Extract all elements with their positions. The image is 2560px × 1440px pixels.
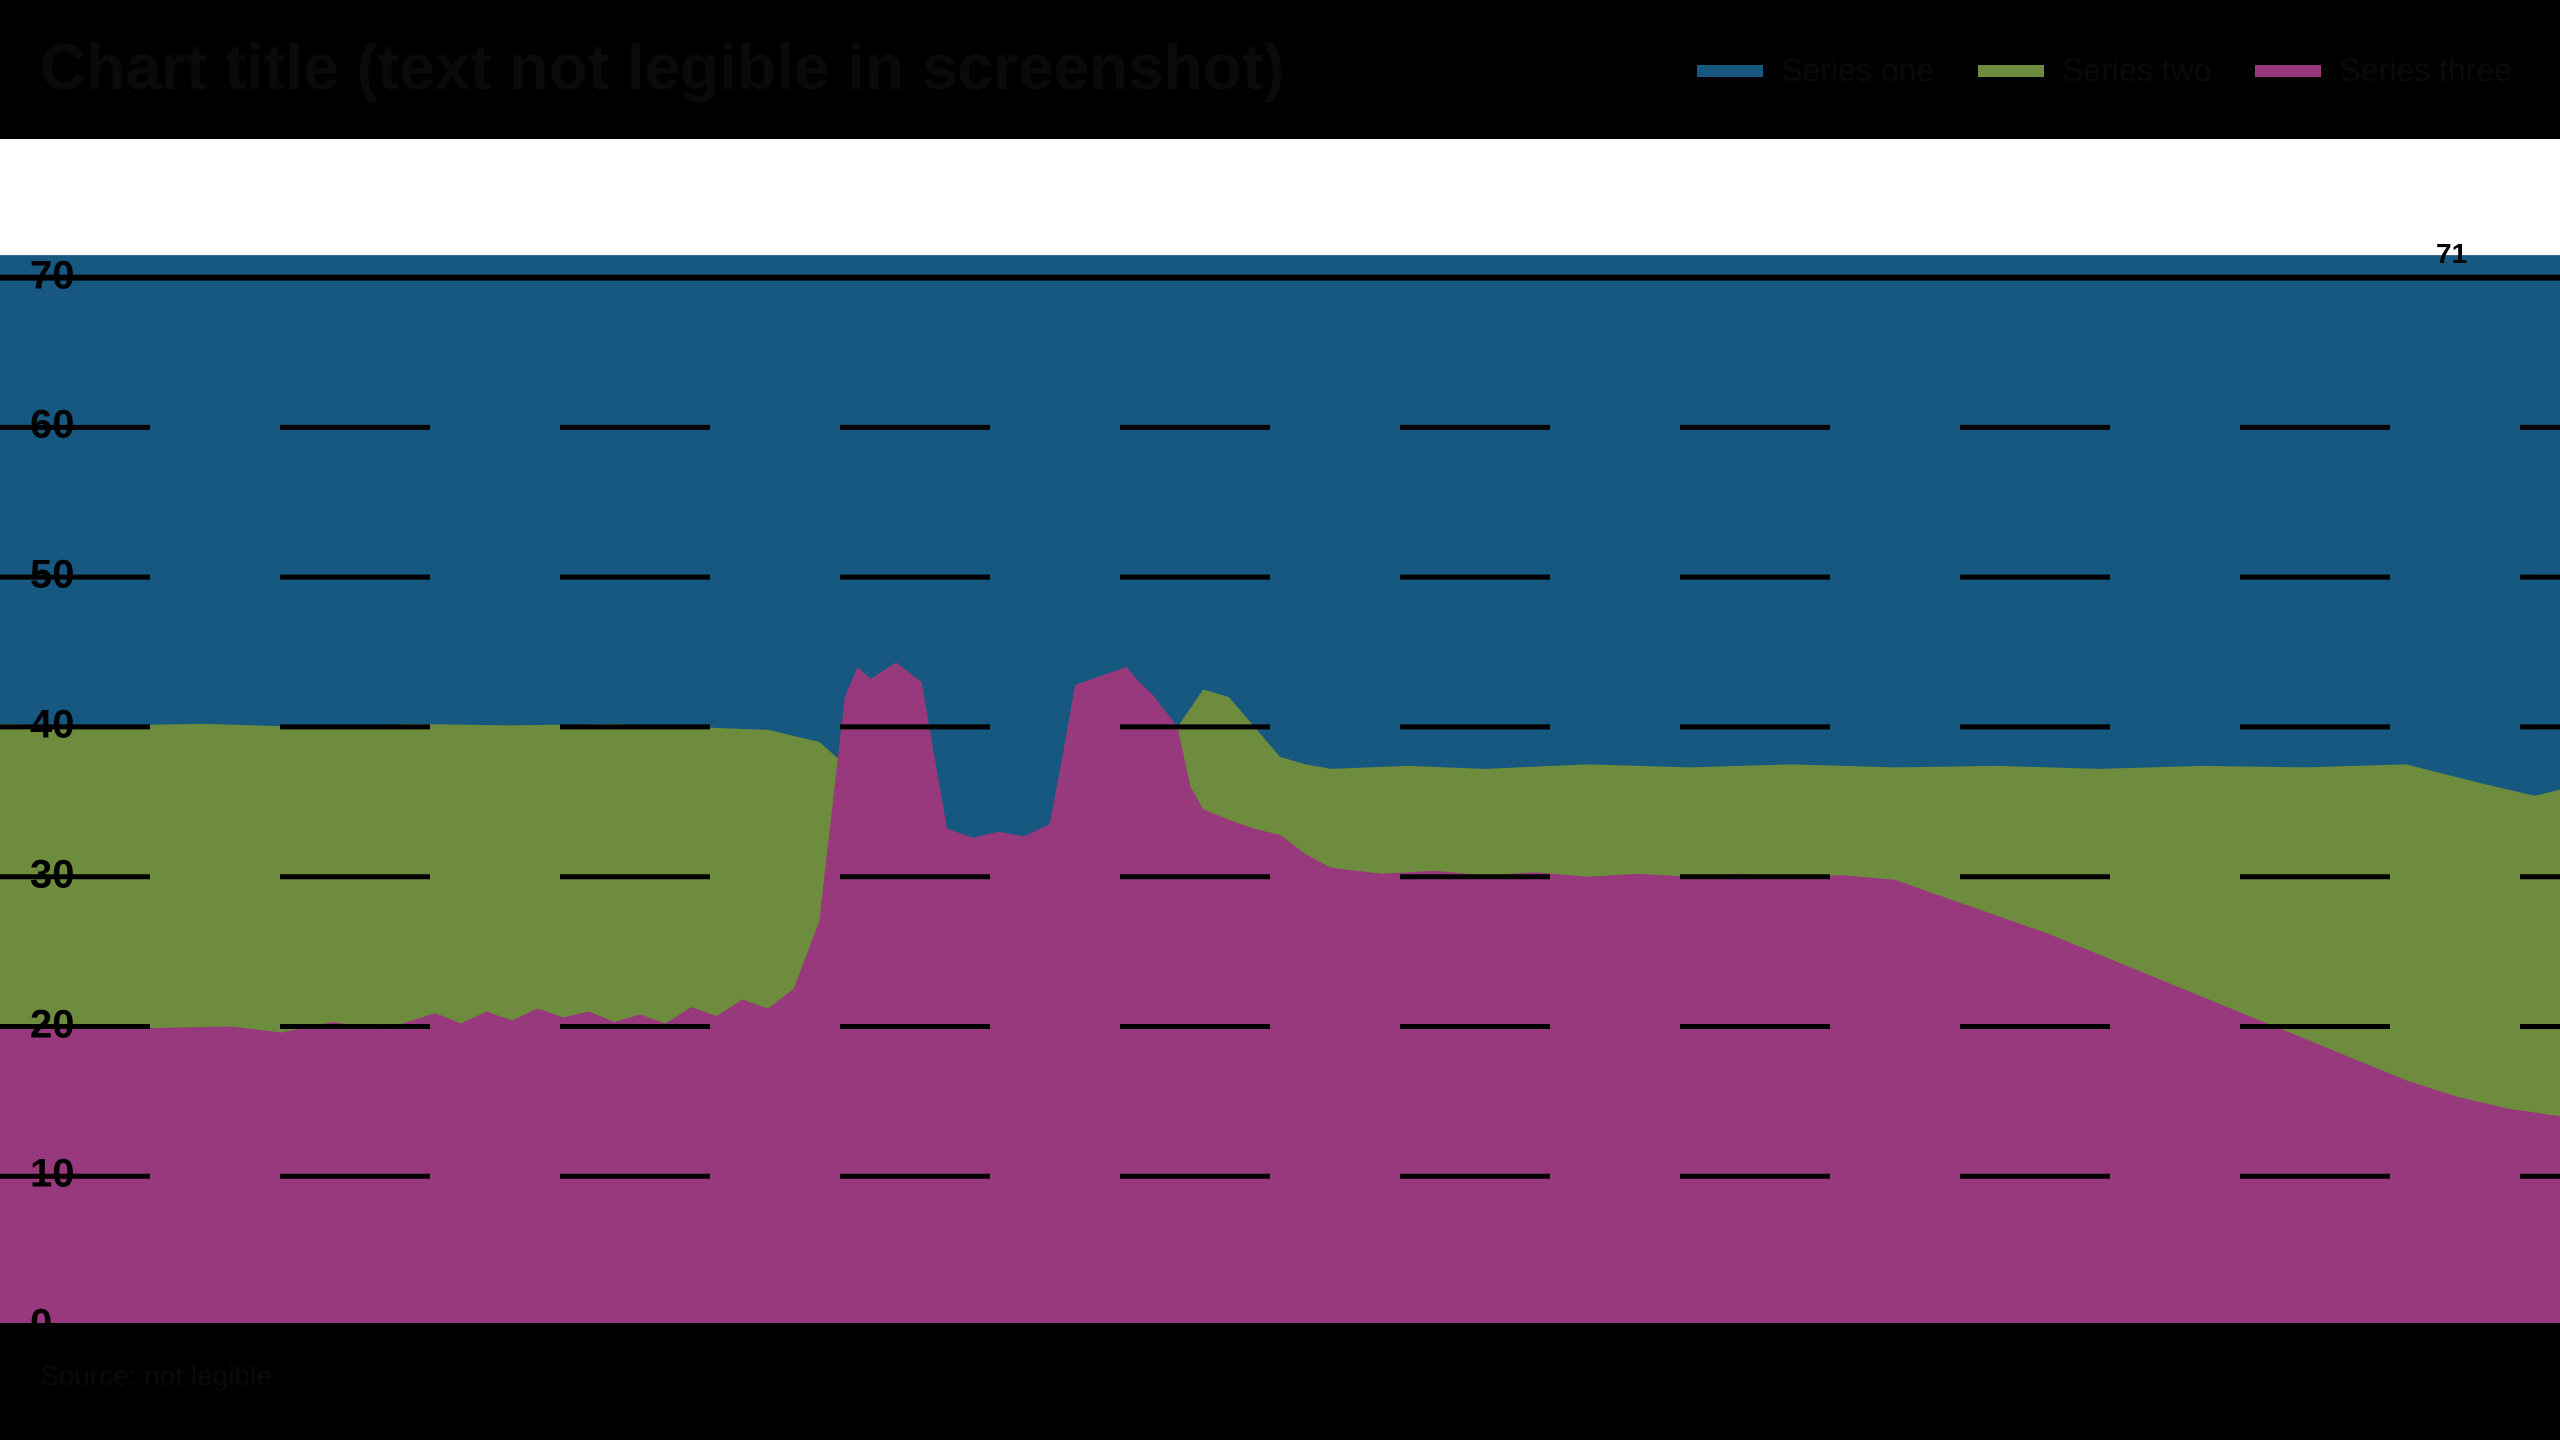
legend: Series one Series two Series three bbox=[1697, 52, 2512, 89]
source-text: Source: not legible bbox=[40, 1360, 272, 1391]
end-value-annotation: 71 bbox=[2436, 238, 2468, 269]
legend-swatch-series-one bbox=[1697, 64, 1764, 77]
legend-swatch-series-two bbox=[1978, 64, 2045, 77]
area-chart-svg bbox=[0, 255, 2560, 1326]
legend-label-series-one: Series one bbox=[1781, 52, 1935, 88]
chart-plot-area: 70 60 50 40 30 20 10 0 71 bbox=[0, 139, 2560, 1346]
y-axis-label: 20 bbox=[30, 1002, 75, 1047]
source-band: Source: not legible bbox=[0, 1326, 2560, 1440]
y-axis-label: 10 bbox=[30, 1151, 75, 1196]
legend-item-series-three: Series three bbox=[2255, 52, 2512, 89]
title-band: Chart title (text not legible in screens… bbox=[0, 0, 2560, 139]
legend-item-series-two: Series two bbox=[1978, 52, 2211, 89]
y-axis-label: 50 bbox=[30, 552, 75, 597]
y-axis-label: 60 bbox=[30, 403, 75, 448]
y-axis-label: 70 bbox=[30, 253, 75, 298]
legend-label-series-two: Series two bbox=[2062, 52, 2212, 88]
y-axis-label: 30 bbox=[30, 852, 75, 897]
area-series-series-three bbox=[0, 662, 2560, 1326]
legend-label-series-three: Series three bbox=[2339, 52, 2512, 88]
chart-title: Chart title (text not legible in screens… bbox=[40, 31, 1285, 103]
legend-swatch-series-three bbox=[2255, 64, 2322, 77]
legend-item-series-one: Series one bbox=[1697, 52, 1934, 89]
y-axis-label: 40 bbox=[30, 702, 75, 747]
